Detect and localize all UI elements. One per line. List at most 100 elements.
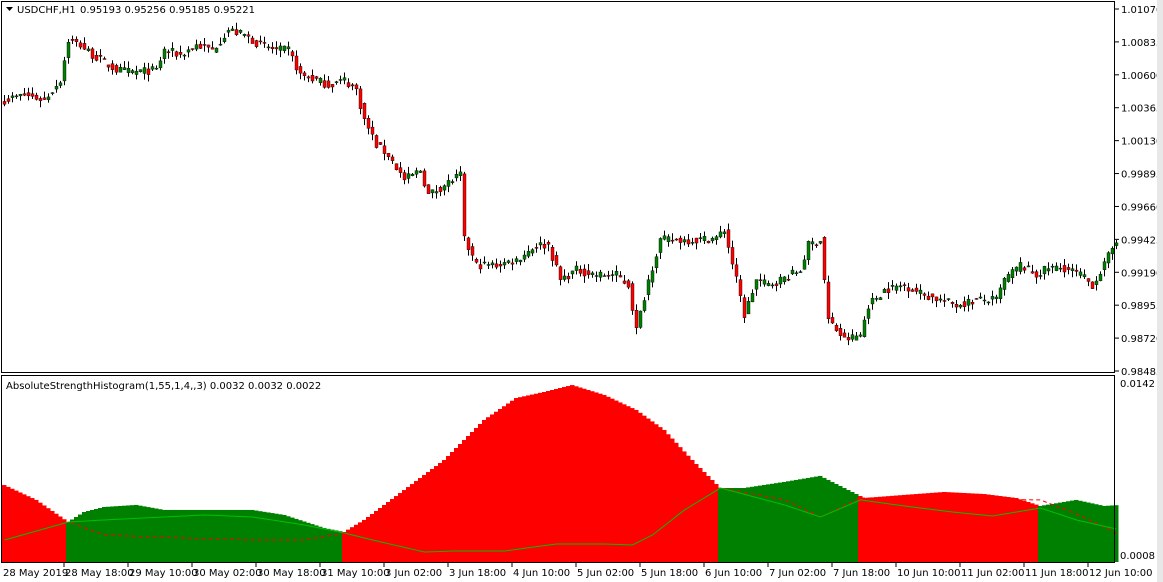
candle-body	[514, 258, 519, 262]
histogram-bar	[218, 509, 223, 562]
candle	[738, 275, 743, 302]
candle	[166, 49, 171, 59]
chart-title: USDCHF,H1	[17, 5, 76, 16]
histogram-bar	[894, 495, 899, 562]
histogram-bar	[662, 429, 667, 562]
candle-body	[114, 65, 119, 73]
candle	[782, 276, 787, 285]
candle	[490, 260, 495, 269]
candle	[642, 297, 647, 313]
candle-body	[1058, 267, 1063, 270]
candle-body	[118, 67, 123, 73]
candle	[566, 272, 571, 284]
candle	[1018, 257, 1023, 275]
histogram-bar	[910, 494, 915, 562]
histogram-bar	[546, 390, 551, 562]
candle-body	[774, 283, 779, 286]
candle-body	[710, 238, 715, 242]
histogram-bar	[638, 412, 643, 562]
candle	[946, 298, 951, 301]
histogram-bar	[74, 517, 79, 562]
histogram-bar	[250, 509, 255, 562]
candle	[446, 174, 451, 193]
candle-body	[454, 174, 459, 179]
histogram-bar	[558, 388, 563, 562]
candle-body	[842, 332, 847, 338]
histogram-bar	[878, 496, 883, 562]
candle-body	[638, 310, 643, 328]
candle	[774, 280, 779, 292]
histogram-bar	[1006, 497, 1011, 562]
histogram-bar	[590, 391, 595, 562]
candle	[674, 238, 679, 241]
histogram-bar	[242, 509, 247, 562]
candle-body	[102, 58, 107, 60]
histogram-bar	[162, 509, 167, 562]
candle	[122, 61, 127, 70]
indicator-axis[interactable]: 0.0142 0.0008	[1120, 379, 1155, 562]
candle	[170, 42, 175, 57]
candle-body	[906, 287, 911, 292]
candle-body	[750, 293, 755, 303]
histogram-bar	[582, 388, 587, 562]
histogram-bar	[318, 526, 323, 562]
histogram-bar	[578, 387, 583, 562]
candle-body	[542, 244, 547, 249]
candle	[54, 79, 59, 93]
candle	[38, 96, 43, 108]
candle	[1114, 239, 1119, 250]
histogram-bar	[906, 494, 911, 562]
indicator-pane[interactable]	[2, 385, 1119, 562]
candle	[918, 284, 923, 300]
candle-body	[914, 287, 919, 292]
candle-body	[270, 46, 275, 50]
histogram-bar	[706, 476, 711, 562]
candle	[22, 87, 27, 97]
candle-body	[538, 242, 543, 246]
histogram-bar	[526, 395, 531, 562]
candle-body	[714, 236, 719, 240]
candle	[622, 275, 627, 285]
histogram-bar	[806, 477, 811, 562]
histogram-bar	[606, 396, 611, 562]
histogram-bar	[10, 488, 15, 562]
candle	[942, 293, 947, 307]
histogram-bar	[14, 490, 19, 562]
candle	[334, 80, 339, 85]
candle-body	[558, 266, 563, 280]
candle-body	[938, 298, 943, 301]
candle-body	[422, 170, 427, 187]
candle-body	[546, 242, 551, 245]
candle-body	[1030, 271, 1035, 274]
histogram-bar	[818, 475, 823, 562]
candle-body	[250, 37, 255, 44]
candle-body	[326, 80, 331, 88]
candle	[34, 92, 39, 101]
histogram-bar	[570, 385, 575, 562]
price-pane[interactable]	[2, 22, 1119, 346]
histogram-bar	[322, 528, 327, 562]
histogram-bar	[742, 487, 747, 562]
candle	[214, 47, 219, 53]
histogram-bar	[350, 527, 355, 562]
histogram-bar	[614, 400, 619, 562]
candle	[818, 241, 823, 245]
candle-body	[894, 285, 899, 291]
histogram-bar	[210, 509, 215, 562]
candle-body	[730, 247, 735, 265]
candle	[238, 29, 243, 34]
triangle-down-icon[interactable]	[6, 7, 13, 11]
candle	[330, 84, 335, 93]
candle	[850, 329, 855, 342]
candle	[778, 273, 783, 289]
candle	[994, 294, 999, 304]
candle-body	[778, 276, 783, 285]
candle-body	[790, 269, 795, 275]
candle-body	[50, 92, 55, 94]
candle-body	[154, 67, 159, 70]
candle	[150, 63, 155, 71]
price-axis[interactable]: 1.01070 1.00835 1.00600 1.00365 1.00130 0.998…	[1115, 5, 1162, 378]
histogram-bar	[106, 506, 111, 562]
